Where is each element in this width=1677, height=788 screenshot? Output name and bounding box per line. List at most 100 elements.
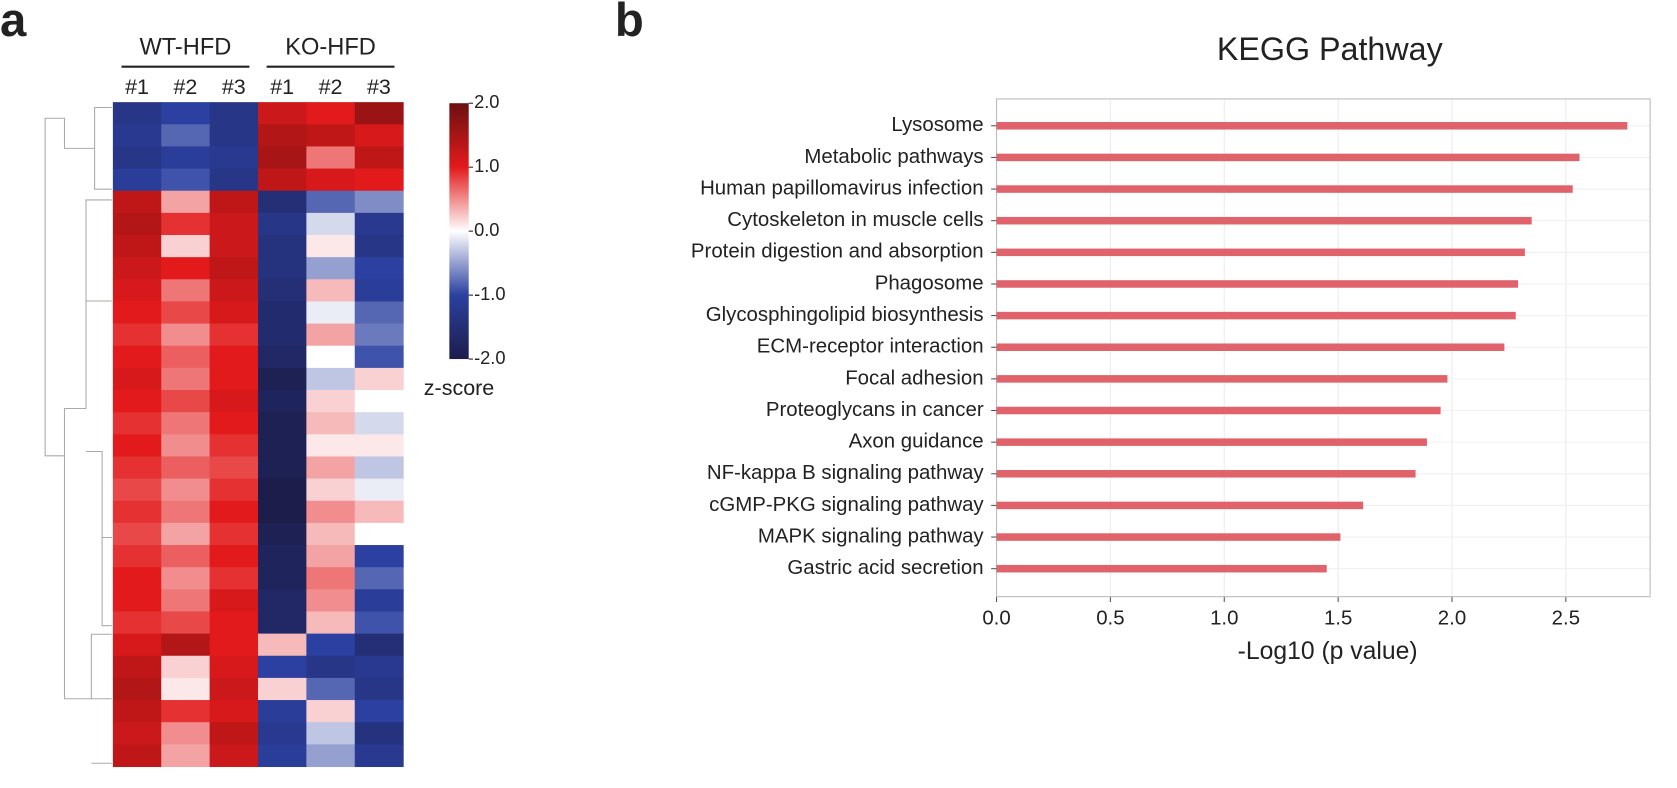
heatmap-cell <box>354 677 404 701</box>
heatmap-cell <box>209 700 259 723</box>
heatmap-cell <box>209 102 259 125</box>
heatmap-cell <box>306 677 356 701</box>
column-label: #2 <box>319 75 343 99</box>
heatmap-cell <box>161 456 211 480</box>
y-tick-label: Gastric acid secretion <box>787 557 983 579</box>
chart-title: KEGG Pathway <box>1217 31 1444 67</box>
heatmap-cell <box>258 478 307 502</box>
heatmap-cell <box>306 412 356 435</box>
heatmap-cell <box>209 434 259 457</box>
heatmap-cell <box>112 146 162 170</box>
heatmap-cell <box>354 102 404 125</box>
heatmap-cell <box>112 677 162 701</box>
bar <box>996 280 1519 288</box>
y-tick-label: cGMP-PKG signaling pathway <box>709 494 984 516</box>
dendrogram <box>44 106 112 764</box>
heatmap-cell <box>354 323 404 347</box>
heatmap-cell <box>161 633 211 657</box>
heatmap-cell <box>209 345 259 369</box>
y-tick-label: Protein digestion and absorption <box>691 241 984 263</box>
y-tick-label: Metabolic pathways <box>804 146 983 168</box>
heatmap-cell <box>209 456 259 480</box>
heatmap-cell <box>258 124 307 147</box>
heatmap-cell <box>354 279 404 302</box>
y-tick-label: Glycosphingolipid biosynthesis <box>706 304 984 326</box>
heatmap-cell <box>306 367 356 391</box>
heatmap-cell <box>354 567 404 590</box>
heatmap-cell <box>354 146 404 170</box>
heatmap-cell <box>112 212 162 236</box>
heatmap-cell <box>112 367 162 391</box>
heatmap-cell <box>354 190 404 214</box>
bar <box>996 248 1525 257</box>
heatmap-cell <box>112 655 162 679</box>
bar <box>996 375 1448 383</box>
heatmap-cell <box>306 345 356 369</box>
heatmap-cell <box>161 390 211 413</box>
heatmap-cell <box>354 412 404 435</box>
heatmap-cell <box>258 677 307 701</box>
heatmap-cell <box>354 367 404 391</box>
heatmap-cell <box>306 434 356 457</box>
colorbar-tick-label: 1.0 <box>474 155 499 176</box>
heatmap-cell <box>209 744 259 768</box>
heatmap-cell <box>161 367 211 391</box>
heatmap-cell <box>112 567 162 590</box>
heatmap-cell <box>306 279 356 302</box>
heatmap-cell <box>258 500 307 524</box>
heatmap-cell <box>161 478 211 502</box>
heatmap-cell <box>161 611 211 635</box>
bar <box>996 153 1580 162</box>
heatmap-cell <box>112 611 162 635</box>
heatmap-cell <box>112 168 162 192</box>
heatmap-cell <box>209 212 259 236</box>
heatmap-cell <box>306 545 356 568</box>
colorbar-tick-label: 2.0 <box>474 91 499 112</box>
heatmap-cell <box>209 545 259 568</box>
heatmap-cell <box>209 478 259 502</box>
heatmap-cell <box>112 412 162 435</box>
heatmap-cell <box>112 744 162 768</box>
heatmap-cell <box>306 168 356 192</box>
heatmap-cell <box>209 235 259 258</box>
bar <box>996 564 1327 573</box>
heatmap-cell <box>209 567 259 590</box>
heatmap-cell <box>161 212 211 236</box>
panel-label: a <box>0 0 27 47</box>
heatmap-cell <box>354 611 404 635</box>
heatmap-cell <box>258 168 307 192</box>
heatmap-cell <box>354 235 404 258</box>
x-axis-label: -Log10 (p value) <box>1238 638 1418 665</box>
heatmap-cell <box>306 301 356 325</box>
bar <box>996 311 1516 320</box>
heatmap-cell <box>258 611 307 635</box>
heatmap-cell <box>209 367 259 391</box>
colorbar-tick-label: 0.0 <box>474 219 499 240</box>
heatmap-cell <box>112 456 162 480</box>
heatmap-cell <box>161 744 211 768</box>
colorbar <box>449 103 469 360</box>
heatmap-cell <box>258 301 307 325</box>
heatmap-cell <box>161 323 211 347</box>
heatmap-cell <box>209 722 259 745</box>
heatmap-cell <box>354 168 404 192</box>
heatmap-cell <box>161 589 211 613</box>
x-tick-label: 1.5 <box>1324 608 1352 630</box>
heatmap-cell <box>209 522 259 546</box>
heatmap-cell <box>306 323 356 347</box>
heatmap-cell <box>112 478 162 502</box>
heatmap-cell <box>112 301 162 325</box>
heatmap-cell <box>354 390 404 413</box>
heatmap-cell <box>209 257 259 280</box>
heatmap-cell <box>354 633 404 657</box>
heatmap-cell <box>209 146 259 170</box>
heatmap-cell <box>209 190 259 214</box>
heatmap-cell <box>354 212 404 236</box>
heatmap-cell <box>258 567 307 590</box>
heatmap-cell <box>354 655 404 679</box>
heatmap-cell <box>306 567 356 590</box>
heatmap-cell <box>306 655 356 679</box>
heatmap-cell <box>354 700 404 723</box>
heatmap-cell <box>258 279 307 302</box>
